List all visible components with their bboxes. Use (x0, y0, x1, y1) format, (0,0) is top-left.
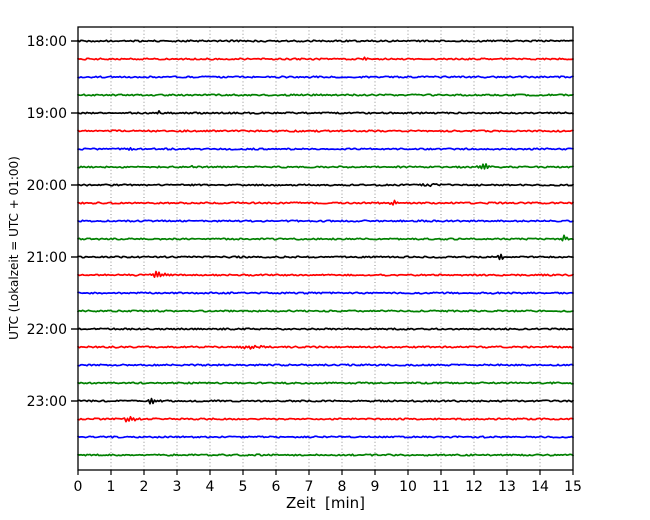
y-tick-label: 21:00 (27, 250, 67, 266)
seismo-trace-22:15 (77, 344, 574, 350)
y-tick-label: 22:00 (27, 322, 67, 338)
x-axis-title: Zeit [min] (285, 494, 366, 512)
seismo-trace-19:00 (77, 110, 574, 115)
seismo-trace-18:30 (77, 75, 574, 79)
x-tick-label: 2 (140, 479, 149, 495)
seismo-trace-23:15 (77, 415, 574, 423)
x-tick-label: 8 (338, 479, 347, 495)
seismo-trace-19:15 (77, 129, 574, 133)
seismo-trace-20:45 (77, 234, 574, 242)
y-axis-title: UTC (Lokalzeit = UTC + 01:00) (7, 156, 21, 340)
x-tick-label: 12 (465, 479, 483, 495)
seismo-trace-23:00 (77, 397, 574, 405)
seismo-trace-20:15 (77, 199, 574, 206)
x-tick-label: 7 (305, 479, 314, 495)
x-tick-label: 1 (107, 479, 116, 495)
x-tick-label: 3 (173, 479, 182, 495)
seismo-trace-21:45 (77, 309, 574, 313)
seismo-trace-19:45 (77, 163, 574, 170)
x-tick-label: 6 (272, 479, 281, 495)
x-tick-label: 11 (432, 479, 450, 495)
x-tick-label: 5 (239, 479, 248, 495)
x-tick-label: 9 (371, 479, 380, 495)
x-tick-label: 13 (498, 479, 516, 495)
seismo-trace-21:15 (77, 270, 574, 278)
y-tick-label: 19:00 (27, 106, 67, 122)
seismo-trace-18:00 (77, 39, 574, 43)
seismo-trace-18:15 (77, 56, 574, 61)
x-tick-label: 10 (399, 479, 417, 495)
seismo-trace-21:00 (77, 253, 574, 261)
seismo-trace-18:45 (77, 93, 574, 97)
x-tick-label: 0 (74, 479, 83, 495)
x-tick-label: 15 (564, 479, 582, 495)
seismo-trace-22:00 (77, 327, 574, 331)
seismo-trace-20:00 (77, 182, 574, 188)
plot-border (77, 26, 574, 471)
seismo-trace-22:30 (77, 363, 574, 367)
x-tick-label: 14 (531, 479, 549, 495)
seismo-trace-19:30 (77, 146, 574, 151)
y-tick-label: 23:00 (27, 394, 67, 410)
seismo-trace-21:30 (77, 291, 574, 295)
x-tick-label: 4 (206, 479, 215, 495)
seismo-trace-22:45 (77, 381, 574, 385)
seismo-trace-20:30 (77, 219, 574, 223)
y-tick-label: 18:00 (27, 34, 67, 50)
y-tick-label: 20:00 (27, 178, 67, 194)
seismo-trace-23:30 (77, 435, 574, 439)
seismo-trace-23:45 (77, 453, 574, 457)
